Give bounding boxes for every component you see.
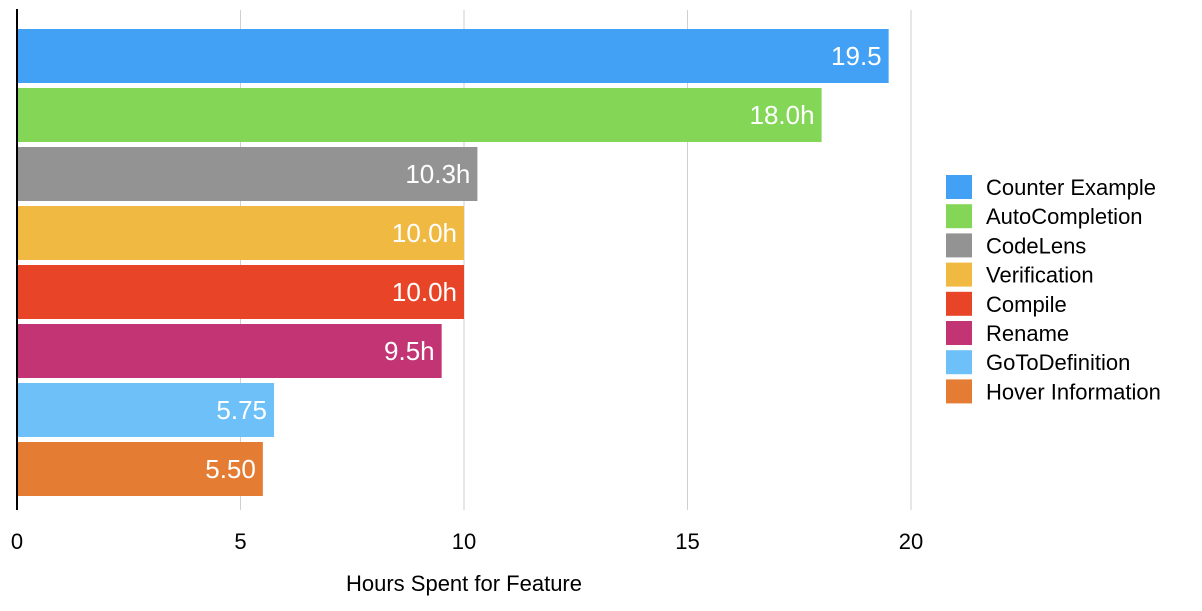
bars <box>17 29 889 496</box>
legend-swatch <box>946 291 972 316</box>
bar-value-label: 10.0h <box>392 277 457 307</box>
bar-counter-example <box>17 29 889 83</box>
legend-swatch <box>946 350 972 375</box>
legend-swatch <box>946 175 972 199</box>
bar-autocompletion <box>17 88 822 142</box>
legend-swatch <box>946 233 972 258</box>
bar-rename <box>17 324 442 378</box>
x-tick-label: 20 <box>899 529 923 554</box>
bar-codelens <box>17 147 478 201</box>
legend-swatch <box>946 379 972 404</box>
bar-compile <box>17 265 464 319</box>
legend-swatch <box>946 204 972 229</box>
bar-hover-information <box>17 442 263 496</box>
x-axis-title: Hours Spent for Feature <box>346 571 582 596</box>
legend-swatch <box>946 262 972 287</box>
bar-verification <box>17 206 464 260</box>
x-tick-label: 10 <box>452 529 476 554</box>
bar-gotodefinition <box>17 383 275 437</box>
bar-value-label: 19.5 <box>831 41 882 71</box>
x-axis: 0 5 10 15 20 <box>11 9 923 554</box>
bar-value-label: 10.3h <box>405 159 470 189</box>
bar-value-labels: 19.5 18.0h 10.3h 10.0h 10.0h 9.5h 5.75 5.50 <box>205 41 881 484</box>
legend-label: CodeLens <box>986 233 1086 258</box>
legend-label: AutoCompletion <box>986 204 1143 229</box>
legend-label: Hover Information <box>986 379 1161 404</box>
legend-label: Compile <box>986 292 1067 317</box>
bar-value-label: 9.5h <box>384 336 435 366</box>
legend-label: Rename <box>986 321 1069 346</box>
x-tick-label: 15 <box>675 529 699 554</box>
legend-label: GoToDefinition <box>986 350 1130 375</box>
legend-label: Counter Example <box>986 175 1156 200</box>
x-tick-label: 0 <box>11 529 23 554</box>
legend-label: Verification <box>986 263 1094 288</box>
bar-value-label: 5.75 <box>216 395 267 425</box>
x-tick-label: 5 <box>234 529 246 554</box>
legend: Counter Example AutoCompletion CodeLens Ver… <box>946 175 1161 404</box>
bar-value-label: 18.0h <box>750 100 815 130</box>
legend-swatch <box>946 321 972 345</box>
bar-value-label: 5.50 <box>205 454 256 484</box>
bar-value-label: 10.0h <box>392 218 457 248</box>
